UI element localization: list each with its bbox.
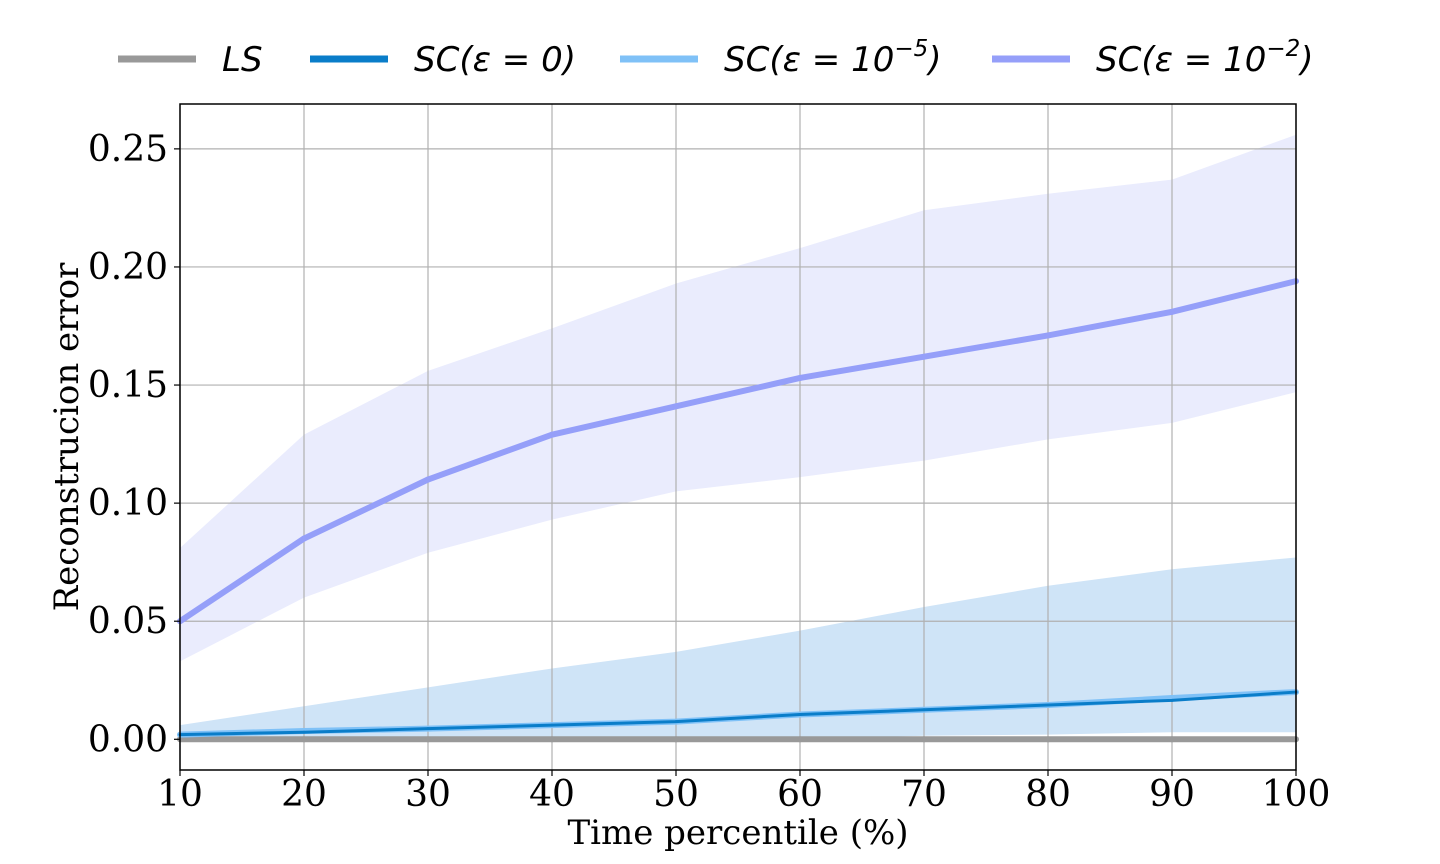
data-point-0-8 xyxy=(1169,736,1175,743)
legend-label-0: LS xyxy=(222,40,263,80)
band-series-2 xyxy=(180,557,1296,740)
series-lines xyxy=(177,278,1299,743)
y-axis-label: Reconstrucion error xyxy=(47,262,87,612)
data-point-1-7 xyxy=(1046,703,1050,707)
x-tick-label-5: 60 xyxy=(777,774,823,815)
data-point-3-7 xyxy=(1045,332,1051,339)
data-point-3-4 xyxy=(673,403,679,410)
data-point-1-1 xyxy=(302,730,306,734)
y-tick-label-3: 0.15 xyxy=(88,365,168,406)
y-tick-label-1: 0.05 xyxy=(88,601,168,642)
x-axis-ticks: 10 20 30 40 50 60 70 80 90 100 xyxy=(157,770,1330,815)
data-point-0-6 xyxy=(921,736,927,743)
data-point-0-2 xyxy=(425,736,431,743)
x-tick-label-1: 20 xyxy=(281,774,327,815)
legend-label-1: SC(ε = 0) xyxy=(414,40,576,80)
x-tick-label-6: 70 xyxy=(901,774,947,815)
data-point-0-5 xyxy=(797,736,803,743)
legend-label-2: SC(ε = 10−5) xyxy=(724,36,942,80)
y-axis-ticks: 0.00 0.05 0.10 0.15 0.20 0.25 xyxy=(88,129,180,760)
series-line-1 xyxy=(179,690,1297,737)
data-point-3-6 xyxy=(921,353,927,360)
legend-label-3: SC(ε = 10−2) xyxy=(1096,36,1314,80)
legend: LS SC(ε = 0) SC(ε = 10−5) SC(ε = 10−2) xyxy=(118,36,1314,80)
plot-border xyxy=(179,103,1297,771)
data-point-1-8 xyxy=(1170,698,1174,702)
data-point-3-3 xyxy=(549,431,555,438)
data-point-1-5 xyxy=(798,713,802,716)
y-tick-label-0: 0.00 xyxy=(88,719,168,760)
x-tick-label-9: 100 xyxy=(1262,774,1331,815)
x-tick-label-8: 90 xyxy=(1149,774,1195,815)
data-point-3-8 xyxy=(1169,308,1175,315)
data-point-3-1 xyxy=(301,535,307,542)
data-point-0-7 xyxy=(1045,736,1051,743)
y-tick-label-4: 0.20 xyxy=(88,247,168,288)
x-tick-label-3: 40 xyxy=(529,774,575,815)
data-point-0-1 xyxy=(301,736,307,743)
data-point-3-5 xyxy=(797,374,803,381)
data-point-1-3 xyxy=(550,723,554,727)
y-tick-label-5: 0.25 xyxy=(88,129,168,170)
data-point-0-4 xyxy=(673,736,679,743)
data-point-0-3 xyxy=(549,736,555,743)
data-point-1-6 xyxy=(922,708,926,712)
data-point-1-2 xyxy=(426,727,430,731)
data-point-3-2 xyxy=(425,476,431,483)
data-point-1-4 xyxy=(674,720,678,724)
y-tick-label-2: 0.10 xyxy=(88,483,168,524)
plot-frame xyxy=(179,103,1297,771)
x-tick-label-0: 10 xyxy=(157,774,203,815)
x-axis-label: Time percentile (%) xyxy=(567,813,908,853)
grid-lines xyxy=(179,104,1297,770)
x-tick-label-2: 30 xyxy=(405,774,451,815)
x-tick-label-4: 50 xyxy=(653,774,699,815)
series-line-3 xyxy=(178,278,1297,624)
x-tick-label-7: 80 xyxy=(1025,774,1071,815)
